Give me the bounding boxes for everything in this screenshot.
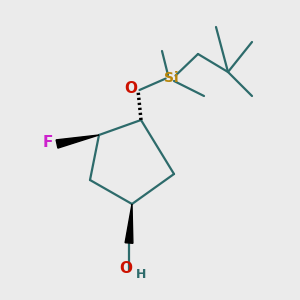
Text: O: O: [124, 81, 137, 96]
Polygon shape: [125, 204, 133, 243]
Text: O: O: [119, 261, 133, 276]
Text: F: F: [43, 135, 53, 150]
Text: Si: Si: [164, 71, 178, 85]
Polygon shape: [56, 135, 99, 148]
Text: H: H: [136, 268, 146, 281]
